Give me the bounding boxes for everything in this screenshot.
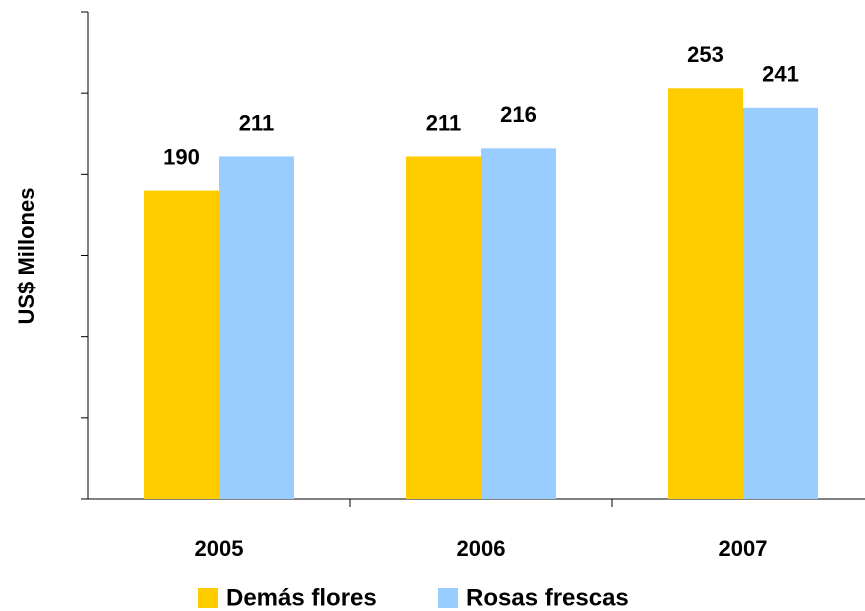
data-label: 241 (762, 62, 799, 87)
x-tick-label: 2006 (457, 536, 506, 561)
y-axis-label: US$ Millones (14, 188, 39, 325)
data-label: 216 (500, 102, 537, 127)
x-tick-label: 2005 (195, 536, 244, 561)
bar (481, 148, 556, 500)
bar (743, 107, 818, 499)
legend-label: Demás flores (226, 584, 377, 611)
data-label: 211 (426, 110, 462, 135)
bar (144, 190, 219, 500)
bar (668, 88, 743, 500)
data-label: 190 (163, 144, 200, 169)
bar (406, 156, 481, 499)
data-label: 211 (239, 110, 275, 135)
x-tick-label: 2007 (719, 536, 768, 561)
legend-swatch (438, 588, 458, 608)
data-label: 253 (687, 42, 724, 67)
legend-label: Rosas frescas (466, 584, 629, 611)
bar (219, 156, 294, 499)
legend-swatch (198, 588, 218, 608)
